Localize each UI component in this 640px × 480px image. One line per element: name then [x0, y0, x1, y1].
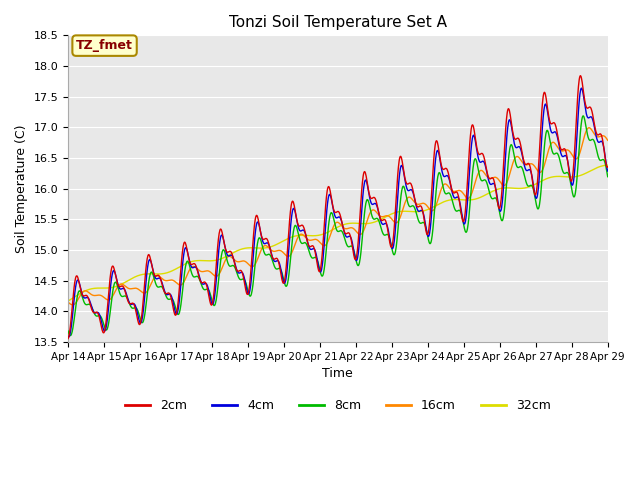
Text: TZ_fmet: TZ_fmet	[76, 39, 133, 52]
Title: Tonzi Soil Temperature Set A: Tonzi Soil Temperature Set A	[229, 15, 447, 30]
Y-axis label: Soil Temperature (C): Soil Temperature (C)	[15, 124, 28, 253]
Legend: 2cm, 4cm, 8cm, 16cm, 32cm: 2cm, 4cm, 8cm, 16cm, 32cm	[120, 394, 556, 417]
X-axis label: Time: Time	[323, 367, 353, 380]
